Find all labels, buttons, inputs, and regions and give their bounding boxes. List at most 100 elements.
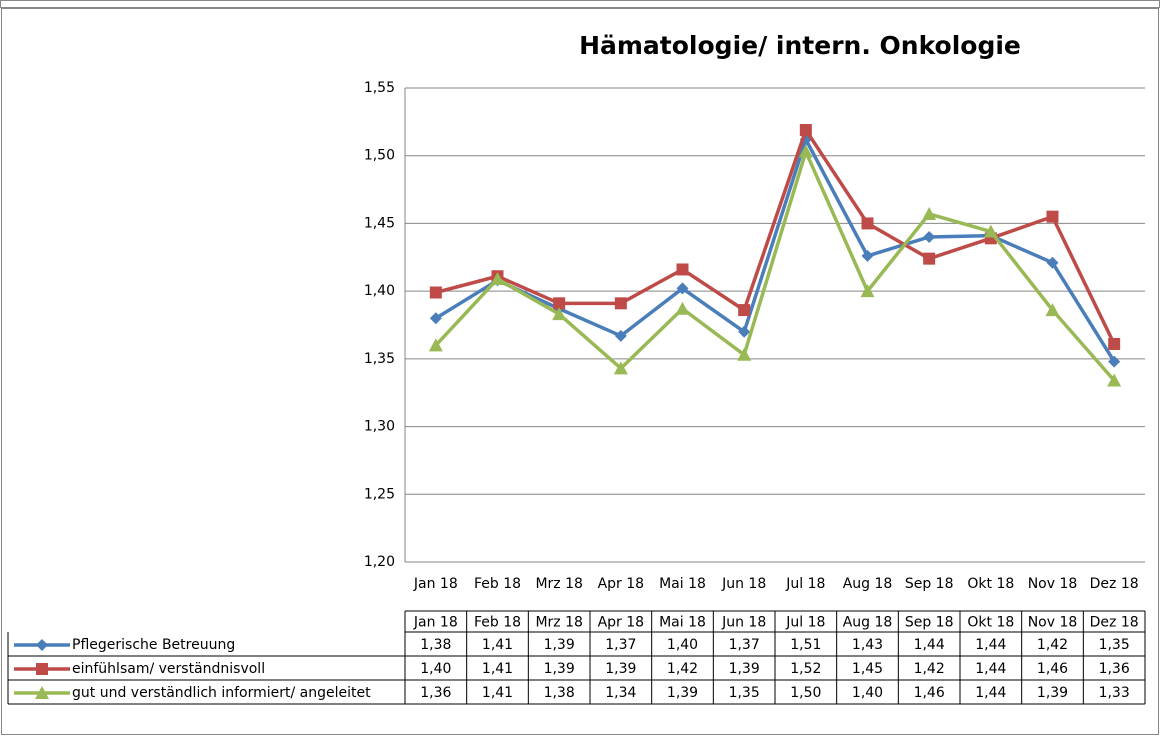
data-point	[1108, 355, 1121, 368]
table-header: Jan 18	[413, 615, 458, 631]
table-cell: 1,40	[667, 637, 698, 653]
table-cell: 1,41	[482, 637, 513, 653]
data-point	[861, 217, 874, 230]
table-cell: 1,42	[667, 661, 698, 677]
x-tick-label: Jan 18	[413, 576, 458, 592]
table-cell: 1,41	[482, 685, 513, 701]
y-tick-label: 1,50	[364, 148, 395, 164]
x-tick-label: Apr 18	[598, 576, 644, 592]
table-cell: 1,36	[420, 685, 451, 701]
legend-marker	[36, 663, 48, 675]
table-cell: 1,42	[914, 661, 945, 677]
series-line	[434, 149, 1116, 382]
x-tick-label: Aug 18	[843, 576, 893, 592]
table-header: Okt 18	[967, 615, 1014, 631]
data-point	[613, 361, 628, 375]
table-header: Jun 18	[721, 615, 766, 631]
table-cell: 1,40	[852, 685, 883, 701]
x-tick-label: Jul 18	[785, 576, 825, 592]
table-cell: 1,33	[1099, 685, 1130, 701]
table-cell: 1,46	[914, 685, 945, 701]
data-point	[614, 329, 627, 342]
legend-marker	[35, 686, 49, 699]
table-cell: 1,37	[729, 637, 760, 653]
table-cell: 1,50	[790, 685, 821, 701]
frame-top	[0, 0, 1160, 8]
x-tick-label: Okt 18	[967, 576, 1014, 592]
table-cell: 1,44	[975, 685, 1006, 701]
data-point	[1046, 256, 1059, 269]
series-line	[434, 137, 1116, 363]
data-point	[799, 123, 812, 136]
y-tick-label: 1,30	[364, 419, 395, 435]
y-tick-label: 1,55	[364, 80, 395, 96]
table-cell: 1,52	[790, 661, 821, 677]
data-point	[676, 282, 689, 295]
table-cell: 1,51	[790, 637, 821, 653]
table-cell: 1,35	[729, 685, 760, 701]
table-header: Feb 18	[474, 615, 521, 631]
table-header: Aug 18	[843, 615, 893, 631]
table-cell: 1,42	[1037, 637, 1068, 653]
x-tick-label: Mrz 18	[535, 576, 582, 592]
data-point	[429, 312, 442, 325]
table-cell: 1,36	[1099, 661, 1130, 677]
legend-marker	[36, 639, 48, 651]
data-point	[983, 224, 998, 238]
y-tick-label: 1,25	[364, 486, 395, 502]
data-point	[737, 347, 752, 361]
data-point	[923, 230, 936, 243]
table-cell: 1,39	[544, 637, 575, 653]
table-cell: 1,38	[420, 637, 451, 653]
y-tick-label: 1,45	[364, 215, 395, 231]
y-tick-label: 1,20	[364, 554, 395, 570]
data-point	[675, 301, 690, 315]
data-point	[860, 284, 875, 298]
x-tick-label: Mai 18	[659, 576, 706, 592]
table-cell: 1,34	[605, 685, 636, 701]
table-cell: 1,44	[975, 661, 1006, 677]
x-tick-label: Dez 18	[1090, 576, 1139, 592]
data-point	[738, 304, 751, 317]
table-cell: 1,46	[1037, 661, 1068, 677]
legend-label: gut und verständlich informiert/ angelei…	[72, 685, 371, 701]
table-cell: 1,43	[852, 637, 883, 653]
table-cell: 1,39	[729, 661, 760, 677]
legend-label: Pflegerische Betreuung	[72, 637, 235, 653]
data-point	[861, 249, 874, 262]
table-cell: 1,37	[605, 637, 636, 653]
data-point	[738, 325, 751, 338]
legend-label: einfühlsam/ verständnisvoll	[72, 661, 265, 677]
data-point	[676, 263, 689, 276]
table-header: Dez 18	[1090, 615, 1139, 631]
x-tick-label: Feb 18	[474, 576, 521, 592]
chart-title: Hämatologie/ intern. Onkologie	[579, 31, 1021, 60]
data-point	[1107, 373, 1122, 387]
x-tick-label: Nov 18	[1028, 576, 1078, 592]
table-header: Mrz 18	[535, 615, 582, 631]
data-point	[429, 286, 442, 299]
y-tick-label: 1,35	[364, 351, 395, 367]
series-line	[435, 128, 1116, 345]
x-tick-label: Sep 18	[905, 576, 954, 592]
table-cell: 1,39	[667, 685, 698, 701]
data-point	[1046, 210, 1059, 223]
data-point	[614, 297, 627, 310]
table-header: Jul 18	[785, 615, 825, 631]
table-cell: 1,35	[1099, 637, 1130, 653]
table-header: Apr 18	[598, 615, 644, 631]
table-cell: 1,39	[544, 661, 575, 677]
data-point	[1045, 303, 1060, 317]
x-tick-label: Jun 18	[721, 576, 766, 592]
table-cell: 1,41	[482, 661, 513, 677]
table-header: Sep 18	[905, 615, 954, 631]
table-cell: 1,44	[914, 637, 945, 653]
table-header: Nov 18	[1028, 615, 1078, 631]
table-header: Mai 18	[659, 615, 706, 631]
table-cell: 1,45	[852, 661, 883, 677]
table-cell: 1,39	[1037, 685, 1068, 701]
data-point	[428, 338, 443, 352]
table-cell: 1,38	[544, 685, 575, 701]
data-point	[922, 206, 937, 220]
